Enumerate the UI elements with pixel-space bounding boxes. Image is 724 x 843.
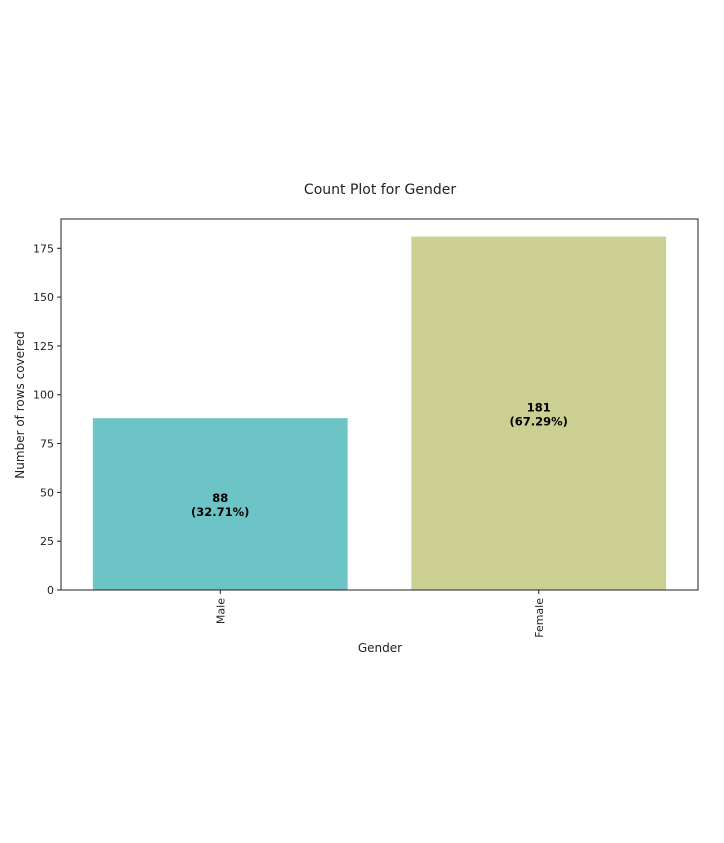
bar-count-label: 181 <box>527 400 551 414</box>
y-tick-label: 150 <box>33 291 54 304</box>
plot-frame <box>60 218 699 591</box>
bar-count-label: 88 <box>212 491 228 505</box>
y-tick-label: 125 <box>33 340 54 353</box>
y-tick-label: 25 <box>40 535 54 548</box>
y-tick-label: 175 <box>33 242 54 255</box>
bar-percent-label: (67.29%) <box>510 414 568 428</box>
bar-percent-label: (32.71%) <box>191 505 249 519</box>
bar-male <box>92 418 348 590</box>
bar-female <box>411 236 667 591</box>
y-tick-label: 75 <box>40 438 54 451</box>
x-axis-label: Gender <box>358 641 402 655</box>
y-tick-label: 100 <box>33 389 54 402</box>
y-tick-label: 0 <box>47 584 54 597</box>
x-tick-label: Male <box>214 598 227 624</box>
y-axis-label: Number of rows covered <box>13 331 27 478</box>
plot-area: 88(32.71%) Male 181(67.29%) Female 0 25 50 75 10… <box>33 218 699 638</box>
y-tick-label: 50 <box>40 486 54 499</box>
chart-title: Count Plot for Gender <box>304 182 456 198</box>
x-tick-label: Female <box>533 598 546 638</box>
